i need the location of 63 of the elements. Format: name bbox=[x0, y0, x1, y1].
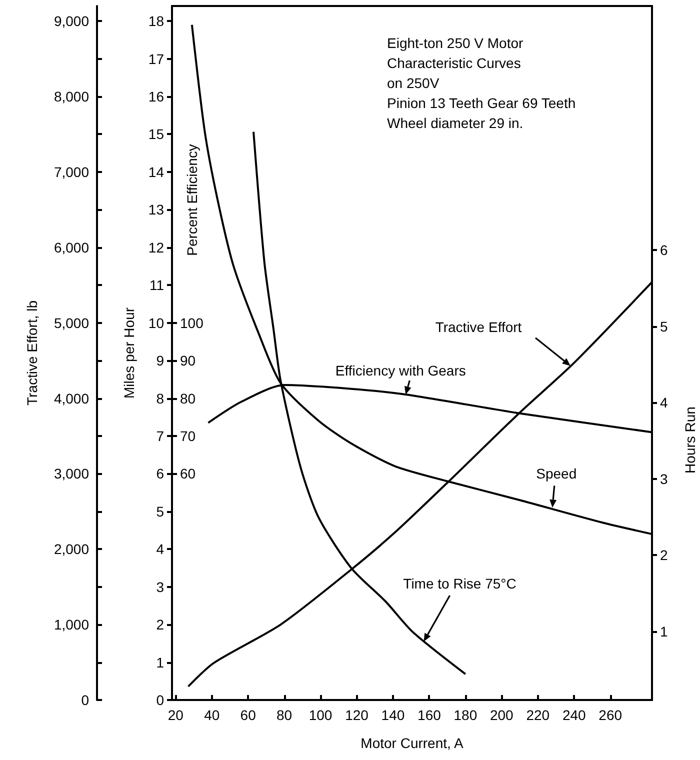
x-tick-label: 160 bbox=[418, 707, 442, 723]
x-tick-label: 240 bbox=[562, 707, 586, 723]
annotation: Efficiency with Gears bbox=[335, 362, 466, 378]
y-tick-label: 2 bbox=[156, 616, 164, 633]
y2-tick-label: 1 bbox=[660, 623, 668, 640]
text: Eight-ton 250 V Motor Characteristic Curves on 250V Pinion 13 Teeth Gear 69 Teeth Wheel diameter 29 in. bbox=[387, 35, 576, 131]
y-tick-label: 9 bbox=[156, 352, 164, 369]
x-axis-title: Motor Current, A bbox=[360, 735, 464, 751]
y3-tick-label: 70 bbox=[180, 428, 196, 444]
y3-tick-label: 90 bbox=[180, 352, 196, 369]
y2-tick-label: 3 bbox=[660, 470, 668, 487]
y2-tick-label: 2 bbox=[660, 547, 668, 564]
x-tick-label: 220 bbox=[526, 707, 550, 723]
annotation: Speed bbox=[536, 466, 577, 482]
annotation: Time to Rise 75°C bbox=[403, 576, 516, 592]
y-tick-label: 4,000 bbox=[54, 390, 90, 406]
x-tick-label: 100 bbox=[308, 707, 332, 723]
y2-tick-label: 4 bbox=[660, 394, 668, 411]
y-tick-label: 13 bbox=[148, 202, 164, 218]
y3-tick-label: 60 bbox=[180, 466, 196, 482]
y-tick-label: 15 bbox=[148, 126, 164, 142]
y-tick-label: 0 bbox=[156, 692, 164, 708]
y-tick-label: 9,000 bbox=[54, 13, 90, 30]
y-tick-label: 17 bbox=[148, 50, 164, 67]
y3-tick-label: 100 bbox=[180, 314, 204, 331]
y-tick-label: 1,000 bbox=[54, 616, 90, 633]
y-tick-label: 18 bbox=[148, 13, 164, 30]
x-tick-label: 40 bbox=[204, 707, 220, 723]
x-tick-label: 20 bbox=[168, 707, 184, 723]
y-tick-label: 6 bbox=[156, 466, 164, 482]
y-tick-label: 10 bbox=[148, 314, 164, 331]
y-tick-label: 11 bbox=[149, 277, 164, 294]
y-tick-label: 6,000 bbox=[54, 239, 90, 256]
annotation: Tractive Effort bbox=[435, 318, 522, 335]
y2-tick-label: 6 bbox=[660, 242, 668, 258]
y-tick-label: 7 bbox=[156, 428, 164, 444]
x-tick-label: 120 bbox=[345, 707, 369, 723]
x-tick-label: 140 bbox=[381, 707, 405, 723]
y-tick-label: 14 bbox=[148, 164, 164, 180]
x-tick-label: 180 bbox=[454, 707, 478, 723]
y-tick-label: 7,000 bbox=[54, 164, 90, 180]
y-tick-label: 4 bbox=[156, 541, 164, 558]
y-tick-label: 8 bbox=[156, 390, 164, 406]
y2-tick-label: 5 bbox=[660, 318, 668, 334]
y-tick-label: 5,000 bbox=[54, 314, 90, 331]
y-tick-label: 12 bbox=[148, 239, 164, 256]
y-tick-label: 2,000 bbox=[54, 541, 90, 558]
x-tick-label: 60 bbox=[240, 707, 256, 723]
y-tick-label: 3,000 bbox=[54, 466, 90, 482]
y-tick-label: 0 bbox=[81, 692, 90, 708]
y-tick-label: 3 bbox=[156, 578, 164, 595]
x-tick-label: 200 bbox=[490, 707, 514, 723]
y-tick-label: 5 bbox=[156, 503, 164, 520]
y-tick-label: 1 bbox=[156, 654, 164, 670]
x-tick-label: 260 bbox=[598, 707, 622, 723]
x-tick-label: 80 bbox=[276, 707, 292, 723]
y-tick-label: 8,000 bbox=[54, 88, 90, 105]
y3-tick-label: 80 bbox=[180, 390, 196, 406]
y-tick-label: 16 bbox=[148, 88, 164, 105]
y3-axis-title: Percent Efficiency bbox=[184, 144, 200, 256]
y-axis-title: Tractive Effort, lb bbox=[24, 300, 40, 406]
y-axis-title: Miles per Hour bbox=[121, 307, 137, 399]
y2-axis-title: Hours Run bbox=[682, 406, 698, 474]
